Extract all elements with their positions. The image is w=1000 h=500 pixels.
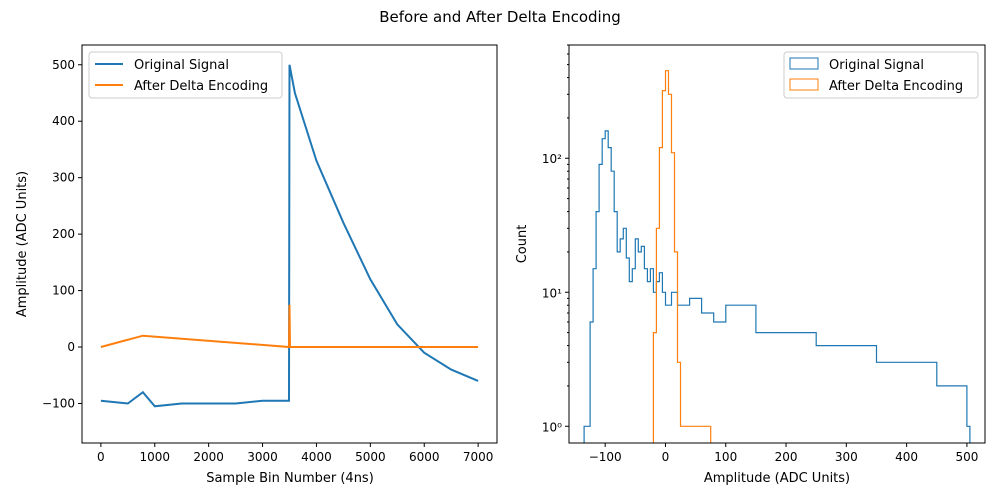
right-legend-box: [783, 51, 979, 99]
right-legend-label-delta: After Delta Encoding: [829, 79, 963, 94]
right-x-axis-label: Amplitude (ADC Units): [704, 471, 850, 486]
left-x-tick-label: 6000: [409, 450, 440, 464]
left-x-tick-label: 7000: [463, 450, 494, 464]
left-x-tick-label: 1000: [139, 450, 170, 464]
left-y-tick-label: 300: [52, 171, 75, 185]
right-legend: Original Signal After Delta Encoding: [783, 51, 979, 99]
left-x-axis-label: Sample Bin Number (4ns): [206, 471, 374, 486]
left-series-delta-encoding-line: [100, 304, 479, 349]
right-legend-swatch-delta: [789, 78, 819, 91]
figure-title: Before and After Delta Encoding: [379, 8, 621, 26]
right-y-tick-label: 10¹: [542, 286, 562, 300]
left-x-tick-label: 4000: [301, 450, 332, 464]
left-x-tick-label: 5000: [355, 450, 386, 464]
right-legend-swatch-original: [789, 57, 819, 70]
left-legend-label-original: Original Signal: [134, 58, 229, 73]
right-y-axis-label: Count: [515, 225, 530, 264]
left-y-tick-label: 500: [52, 58, 75, 72]
right-y-tick-label: 10⁰: [542, 420, 562, 434]
right-series-original-signal-histogram: [583, 130, 971, 443]
right-legend-label-original: Original Signal: [829, 58, 924, 73]
left-y-tick-label: 200: [52, 227, 75, 241]
right-plot-frame: [568, 44, 986, 444]
left-legend: Original Signal After Delta Encoding: [88, 51, 283, 99]
left-legend-box: [88, 51, 283, 99]
right-x-tick-label: 500: [955, 450, 978, 464]
left-plot-frame: [81, 44, 498, 444]
left-y-tick-label: −100: [42, 396, 75, 410]
right-x-tick-label: 0: [662, 450, 670, 464]
left-y-tick-label: 0: [67, 340, 75, 354]
right-y-tick-label: 10²: [542, 152, 562, 166]
left-y-tick-label: 400: [52, 114, 75, 128]
left-x-tick-label: 2000: [193, 450, 224, 464]
right-x-tick-label: 200: [775, 450, 798, 464]
right-chart: −100 0 100 200 300 400 500 10⁰ 10¹ 10² Amplitude…: [515, 44, 986, 486]
left-y-tick-label: 100: [52, 284, 75, 298]
right-series-delta-encoding-histogram: [652, 70, 712, 443]
right-x-tick-label: 100: [714, 450, 737, 464]
left-series-original-signal-line: [100, 64, 479, 408]
left-chart: 0 1000 2000 3000 4000 5000 6000 7000 −100 0 100 20…: [15, 44, 498, 486]
right-x-tick-label: 400: [895, 450, 918, 464]
left-y-axis-label: Amplitude (ADC Units): [15, 171, 30, 317]
left-x-tick-label: 3000: [247, 450, 278, 464]
left-x-tick-label: 0: [97, 450, 105, 464]
right-x-tick-label: 300: [835, 450, 858, 464]
right-x-tick-label: −100: [589, 450, 622, 464]
left-legend-label-delta: After Delta Encoding: [134, 79, 268, 94]
